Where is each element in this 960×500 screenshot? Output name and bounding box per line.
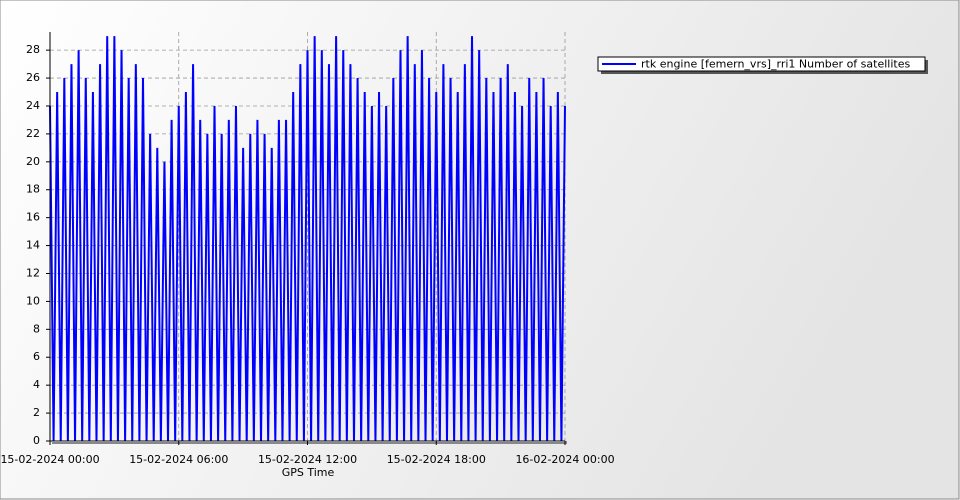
legend-label: rtk engine [femern_vrs]_rri1 Number of s… [641,58,910,71]
legend: rtk engine [femern_vrs]_rri1 Number of s… [597,56,928,74]
y-tick-label: 28 [26,43,40,56]
y-tick-label: 0 [33,434,40,447]
y-tick-label: 4 [33,378,40,391]
axis-shadow [52,441,567,444]
y-tick-label: 24 [26,99,40,112]
x-tick-label: 15-02-2024 00:00 [0,453,99,466]
y-tick-label: 26 [26,71,40,84]
plot [49,36,566,442]
y-tick-label: 20 [26,155,40,168]
series-line [49,36,566,442]
y-tick-label: 22 [26,127,40,140]
y-tick-label: 8 [33,322,40,335]
y-tick-label: 14 [26,239,40,252]
x-tick-label: 15-02-2024 18:00 [387,453,486,466]
x-tick-label: 16-02-2024 00:00 [515,453,614,466]
y-tick-label: 18 [26,183,40,196]
x-tick-label: 15-02-2024 12:00 [258,453,357,466]
x-axis-label: GPS Time [282,466,335,479]
y-tick-label: 2 [33,406,40,419]
legend-box [597,56,926,72]
x-tick-label: 15-02-2024 06:00 [129,453,228,466]
y-tick-label: 12 [26,266,40,279]
y-tick-label: 6 [33,350,40,363]
y-tick-label: 10 [26,294,40,307]
y-tick-label: 16 [26,211,40,224]
